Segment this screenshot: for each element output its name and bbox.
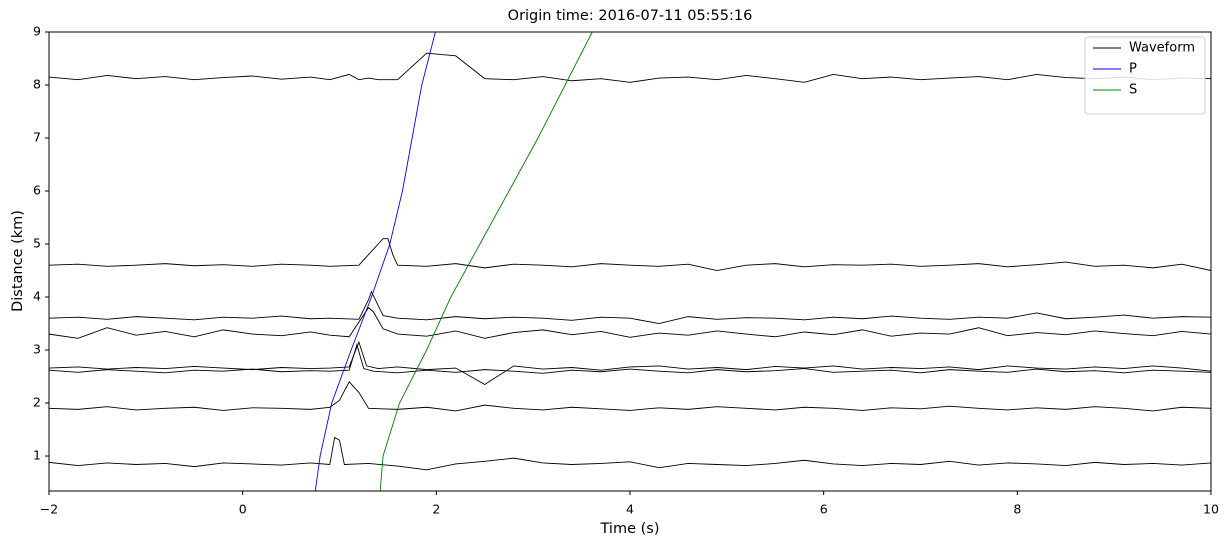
- y-tick-label: 9: [33, 24, 41, 39]
- waveform-trace: [49, 52, 1211, 83]
- x-tick-label: −2: [40, 502, 58, 517]
- legend-label: Waveform: [1129, 41, 1195, 56]
- waveform-trace: [49, 290, 1211, 324]
- x-tick-label: 10: [1203, 502, 1219, 517]
- y-axis-label: Distance (km): [10, 210, 26, 312]
- waveform-trace: [49, 381, 1211, 412]
- y-tick-label: 4: [33, 289, 41, 304]
- x-tick-label: 8: [1013, 502, 1021, 517]
- y-tick-label: 1: [33, 448, 41, 463]
- y-tick-label: 2: [33, 395, 41, 410]
- waveform-trace: [49, 306, 1211, 339]
- y-tick-label: 5: [33, 236, 41, 251]
- legend-label: S: [1129, 83, 1137, 98]
- chart-title: Origin time: 2016-07-11 05:55:16: [508, 8, 753, 24]
- y-tick-label: 8: [33, 77, 41, 92]
- x-tick-label: 6: [820, 502, 828, 517]
- phase-curve: [379, 32, 593, 491]
- x-tick-label: 4: [626, 502, 634, 517]
- waveform-trace: [49, 436, 1211, 471]
- waveform-trace: [49, 238, 1211, 271]
- phase-curve: [314, 32, 436, 491]
- plot-frame: [48, 31, 1212, 492]
- legend-label: P: [1129, 62, 1137, 77]
- x-axis-label: Time (s): [600, 521, 660, 537]
- y-tick-label: 7: [33, 130, 41, 145]
- y-tick-label: 6: [33, 183, 41, 198]
- waveform-trace: [49, 343, 1211, 374]
- legend-box: [1084, 36, 1206, 115]
- x-tick-label: 0: [239, 502, 247, 517]
- y-tick-label: 3: [33, 342, 41, 357]
- waveform-trace: [49, 340, 1211, 385]
- x-tick-label: 2: [432, 502, 440, 517]
